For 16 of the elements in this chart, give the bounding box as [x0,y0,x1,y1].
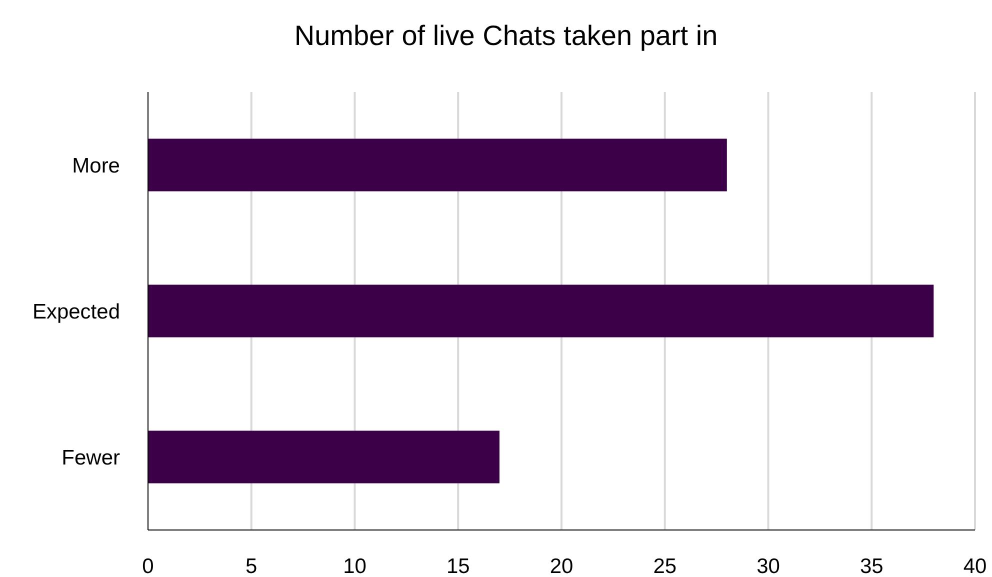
x-tick-label: 0 [142,555,154,577]
x-tick-label: 40 [963,555,987,577]
bar [148,284,934,338]
y-tick-label: Expected [32,300,120,324]
bar [148,430,500,484]
x-tick-label: 25 [653,555,677,577]
x-tick-label: 20 [550,555,574,577]
chart-title: Number of live Chats taken part in [294,20,718,51]
y-tick-label: Fewer [62,446,120,470]
x-tick-label: 5 [246,555,258,577]
x-tick-label: 30 [756,555,780,577]
bar [148,138,727,192]
x-tick-label: 35 [860,555,884,577]
x-tick-label: 15 [446,555,470,577]
x-tick-label: 10 [343,555,366,577]
y-tick-label: More [72,154,120,178]
